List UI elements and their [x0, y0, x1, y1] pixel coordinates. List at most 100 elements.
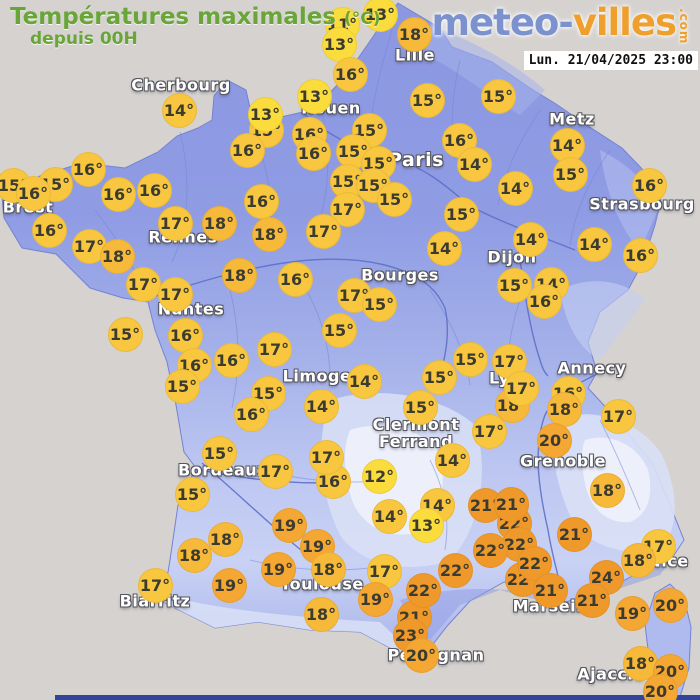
temp-bubble-18: 18°: [207, 521, 243, 557]
city-label-bourges: Bourges: [361, 265, 439, 285]
temp-bubble-15: 15°: [174, 476, 210, 512]
city-label-metz: Metz: [549, 109, 595, 129]
title-text: Températures maximales: [10, 4, 336, 30]
header: Températures maximales (°C) depuis 00H: [10, 4, 381, 50]
temp-bubble-19: 19°: [614, 595, 650, 631]
temp-bubble-19: 19°: [260, 551, 296, 587]
temp-bubble-18: 18°: [620, 542, 656, 578]
temp-bubble-15: 15°: [402, 389, 438, 425]
temp-bubble-13: 13°: [362, 0, 398, 32]
temp-bubble-13: 13°: [247, 96, 283, 132]
page-subtitle: depuis 00H: [30, 29, 138, 50]
temp-bubble-21: 21°: [556, 516, 592, 552]
city-label-lille: Lille: [395, 45, 435, 65]
temp-bubble-18: 18°: [546, 391, 582, 427]
temp-bubble-15: 15°: [443, 196, 479, 232]
temp-bubble-17: 17°: [157, 276, 193, 312]
temp-bubble-14: 14°: [497, 170, 533, 206]
temp-bubble-16: 16°: [233, 396, 269, 432]
city-label-clermont-ferrand: Clermont Ferrand: [372, 415, 460, 451]
temp-bubble-17: 17°: [600, 398, 636, 434]
temp-bubble-17: 17°: [308, 439, 344, 475]
map-frame-bottom: [55, 695, 700, 700]
temp-bubble-17: 17°: [471, 413, 507, 449]
temp-bubble-15: 15°: [250, 375, 286, 411]
temp-bubble-22: 22°: [437, 552, 473, 588]
temp-bubble-16: 16°: [167, 317, 203, 353]
city-label-grenoble: Grenoble: [519, 451, 607, 471]
temp-bubble-20: 20°: [536, 422, 572, 458]
timestamp-label: Lun. 21/04/2025 23:00: [523, 51, 698, 70]
city-label-limoges: Limoges: [282, 366, 362, 386]
temp-bubble-18: 18°: [589, 472, 625, 508]
temp-bubble-14: 14°: [303, 388, 339, 424]
temp-bubble-18: 18°: [310, 551, 346, 587]
temp-bubble-13: 13°: [296, 78, 332, 114]
temp-bubble-17: 17°: [256, 331, 292, 367]
temp-bubble-18: 18°: [303, 596, 339, 632]
temp-bubble-20: 20°: [403, 637, 439, 673]
temp-bubble-14: 14°: [576, 226, 612, 262]
temp-bubble-16: 16°: [70, 151, 106, 187]
temp-bubble-18: 18°: [176, 537, 212, 573]
temp-bubble-15: 15°: [361, 286, 397, 322]
temp-bubble-19: 19°: [271, 507, 307, 543]
temp-bubble-15: 15°: [409, 82, 445, 118]
temp-bubble-16: 16°: [15, 175, 51, 211]
temp-bubble-19: 19°: [357, 581, 393, 617]
temp-bubble-14: 14°: [371, 498, 407, 534]
temp-bubble-18: 18°: [251, 216, 287, 252]
temp-bubble-21: 21°: [574, 582, 610, 618]
temp-bubble-14: 14°: [426, 230, 462, 266]
temp-bubble-15: 15°: [480, 78, 516, 114]
temp-bubble-22: 22°: [405, 572, 441, 608]
temp-bubble-17: 17°: [137, 567, 173, 603]
temp-bubble-14: 14°: [346, 363, 382, 399]
temp-bubble-16: 16°: [136, 172, 172, 208]
temp-bubble-16: 16°: [631, 167, 667, 203]
temp-bubble-15: 15°: [164, 368, 200, 404]
temp-bubble-15: 15°: [321, 312, 357, 348]
temp-bubble-16: 16°: [243, 183, 279, 219]
temp-bubble-17: 17°: [503, 370, 539, 406]
temp-bubble-18: 18°: [201, 205, 237, 241]
temp-bubble-20: 20°: [642, 673, 678, 700]
page-title: Températures maximales (°C): [10, 4, 381, 30]
temp-bubble-15: 15°: [107, 316, 143, 352]
temp-bubble-16: 16°: [332, 56, 368, 92]
temp-bubble-16: 16°: [526, 283, 562, 319]
temp-bubble-16: 16°: [277, 261, 313, 297]
temp-bubble-21: 21°: [532, 572, 568, 608]
temp-bubble-13: 13°: [408, 507, 444, 543]
temp-bubble-21: 21°: [493, 486, 529, 522]
temp-bubble-14: 14°: [456, 146, 492, 182]
meteo-villes-logo[interactable]: meteo-villes .com: [431, 1, 691, 45]
city-label-cherbourg: Cherbourg: [131, 75, 231, 95]
temp-bubble-15: 15°: [452, 341, 488, 377]
temp-bubble-16: 16°: [100, 176, 136, 212]
temp-bubble-17: 17°: [305, 213, 341, 249]
temp-bubble-13: 13°: [321, 26, 357, 62]
temp-bubble-18: 18°: [396, 16, 432, 52]
logo-part-blue: meteo-: [431, 1, 573, 44]
temp-bubble-17: 17°: [125, 266, 161, 302]
temp-bubble-15: 15°: [496, 267, 532, 303]
temp-bubble-14: 14°: [512, 221, 548, 257]
temp-bubble-12: 12°: [361, 458, 397, 494]
temp-bubble-20: 20°: [652, 587, 688, 623]
logo-part-orange: villes: [572, 1, 677, 44]
temp-bubble-15: 15°: [421, 359, 457, 395]
title-unit: (°C): [344, 9, 381, 29]
temp-bubble-16: 16°: [213, 342, 249, 378]
temp-bubble-16: 16°: [295, 135, 331, 171]
temp-bubble-18: 18°: [622, 645, 658, 681]
temp-bubble-15: 15°: [552, 156, 588, 192]
city-label-strasbourg: Strasbourg: [589, 194, 695, 214]
temp-bubble-18: 18°: [221, 257, 257, 293]
temp-bubble-16: 16°: [622, 237, 658, 273]
temp-bubble-16: 16°: [31, 212, 67, 248]
temp-bubble-15: 15°: [376, 181, 412, 217]
logo-tld: .com: [677, 8, 691, 45]
